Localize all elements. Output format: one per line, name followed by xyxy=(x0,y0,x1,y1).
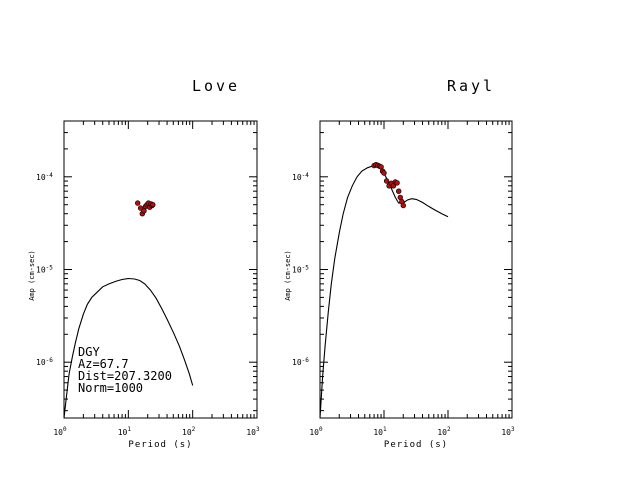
x-tick-label: 102 xyxy=(437,426,451,437)
y-tick-label: 10-6 xyxy=(36,357,53,367)
y-tick-label: 10-6 xyxy=(292,357,309,367)
data-point xyxy=(135,200,141,206)
data-point xyxy=(383,178,390,184)
y-tick-label: 10-5 xyxy=(292,265,309,275)
observed-points xyxy=(135,200,156,217)
chart-panel-rayl: Rayl 100 101 102 103 10-4 10-5 10-6 Period (s) Am… xyxy=(284,77,515,450)
plot-frame xyxy=(319,120,513,419)
x-tick-label: 103 xyxy=(246,426,260,437)
plot-area xyxy=(64,200,194,418)
x-tick-label: 100 xyxy=(53,426,67,437)
model-curve xyxy=(320,165,449,418)
x-axis-label: Period (s) xyxy=(128,440,192,450)
y-axis-label: Amp (cm-sec) xyxy=(284,250,292,301)
station-info-line: Dist=207.3200 xyxy=(78,369,172,383)
y-tick-label: 10-4 xyxy=(292,172,309,182)
x-axis-ticks xyxy=(63,121,258,418)
y-axis-label: Amp (cm-sec) xyxy=(28,250,36,301)
y-axis-ticks xyxy=(64,120,257,412)
data-point xyxy=(381,170,387,176)
station-info-line: DGY xyxy=(78,345,100,359)
model-curve xyxy=(64,277,194,418)
y-tick-label: 10-5 xyxy=(36,265,53,275)
chart-title: Love xyxy=(192,77,240,95)
station-info-line: Norm=1000 xyxy=(78,381,143,395)
x-tick-label: 102 xyxy=(182,426,196,437)
data-point xyxy=(394,180,400,186)
x-tick-label: 101 xyxy=(118,426,132,437)
x-tick-label: 101 xyxy=(373,426,387,437)
data-point xyxy=(141,208,147,214)
chart-panel-love: Love 100 101 102 103 10-4 10-5 10-6 Period (s) Am… xyxy=(28,77,260,450)
plot-area xyxy=(320,162,449,418)
observed-points xyxy=(371,162,406,209)
data-point xyxy=(400,202,406,209)
station-info-line: Az=67.7 xyxy=(78,357,129,371)
y-tick-label: 10-4 xyxy=(36,172,53,182)
x-tick-label: 103 xyxy=(501,426,515,437)
chart-title: Rayl xyxy=(447,77,495,95)
data-point xyxy=(150,202,156,208)
x-axis-ticks xyxy=(319,121,513,418)
x-tick-label: 100 xyxy=(309,426,323,437)
data-point xyxy=(396,188,402,194)
y-axis-ticks xyxy=(320,120,512,412)
x-axis-label: Period (s) xyxy=(384,440,448,450)
